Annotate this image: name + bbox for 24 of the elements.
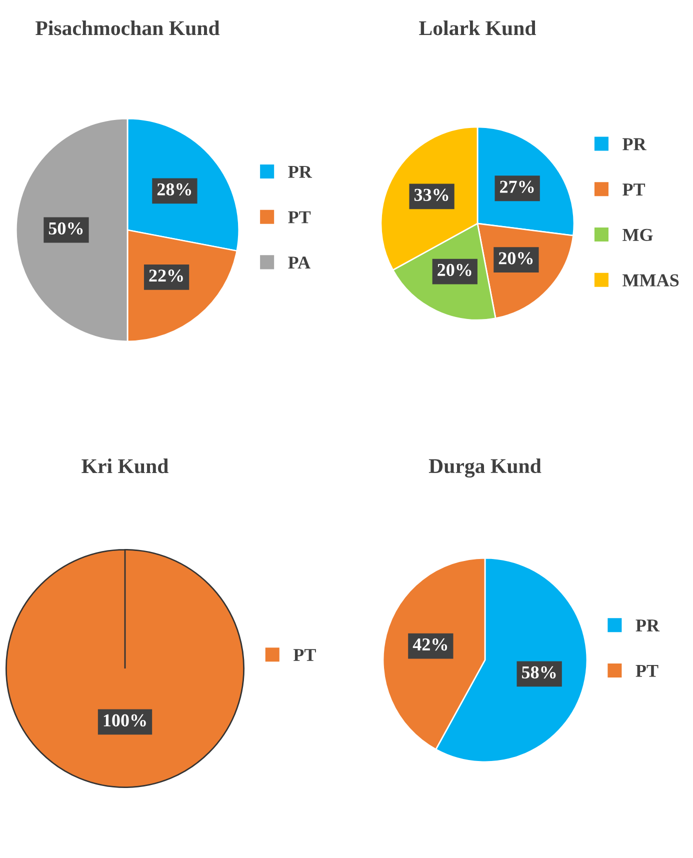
chart-title: Durga Kund [428, 458, 542, 478]
legend-label: PT [636, 664, 658, 677]
data-label: 50% [48, 222, 83, 235]
chart-title: Kri Kund [82, 458, 168, 474]
data-label: 27% [500, 180, 534, 193]
legend-label: MG [622, 228, 653, 242]
data-label: 42% [412, 638, 448, 651]
data-label: 58% [522, 666, 556, 679]
chart-title: Lolark Kund [419, 20, 536, 36]
legend-label: PA [288, 256, 310, 269]
data-label: 20% [498, 252, 533, 264]
legend-label: PT [293, 649, 316, 661]
data-label: 100% [104, 714, 146, 727]
chart-title: Pisachmochan Kund [36, 20, 220, 36]
data-label: 33% [414, 188, 448, 202]
legend-label: PR [288, 166, 312, 178]
legend-label: PT [622, 184, 646, 196]
legend-label: PT [288, 211, 311, 224]
data-label: 20% [438, 264, 472, 276]
legend-label: PR [636, 620, 660, 632]
data-label: 22% [149, 270, 183, 282]
data-label: 28% [157, 183, 192, 196]
legend-label: PR [622, 138, 646, 150]
legend-label: MMAS [622, 274, 679, 286]
